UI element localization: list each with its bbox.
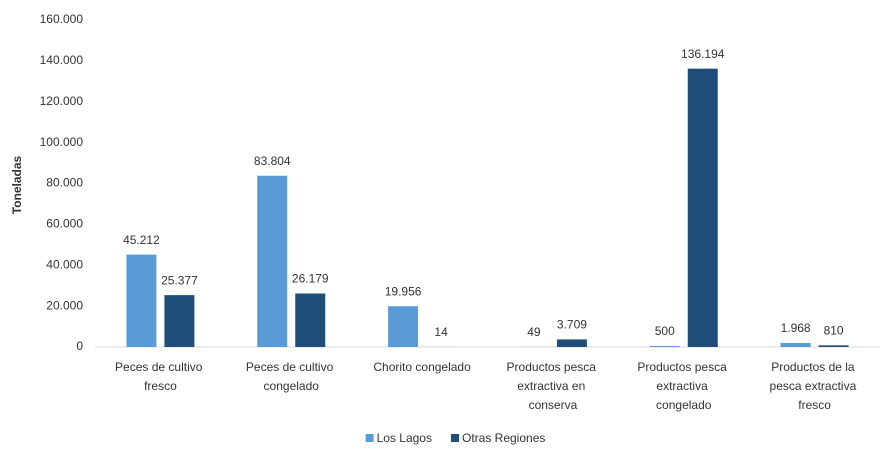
x-tick-label: Peces de cultivo fresco — [115, 360, 206, 393]
y-tick-label: 40.000 — [46, 257, 83, 271]
bar — [388, 306, 418, 347]
bar — [257, 176, 287, 347]
x-tick-label: Productos pesca extractiva en conserva — [507, 360, 600, 412]
y-tick-label: 140.000 — [40, 53, 84, 67]
data-label: 14 — [434, 325, 448, 339]
data-label: 45.212 — [123, 233, 160, 247]
data-label: 500 — [655, 324, 675, 338]
data-label: 83.804 — [254, 154, 291, 168]
y-tick-label: 60.000 — [46, 217, 83, 231]
x-tick-label: Peces de cultivo congelado — [246, 360, 337, 393]
data-label: 1.968 — [781, 321, 811, 335]
data-label: 25.377 — [161, 273, 198, 287]
bar — [164, 295, 194, 347]
data-label: 26.179 — [292, 272, 329, 286]
legend-swatch — [451, 434, 459, 442]
legend-label: Otras Regiones — [462, 431, 545, 445]
x-tick-label: Productos de la pesca extractiva fresco — [770, 360, 860, 412]
y-tick-label: 120.000 — [40, 94, 84, 108]
data-label: 136.194 — [681, 47, 725, 61]
data-label: 3.709 — [557, 318, 587, 332]
data-label: 810 — [824, 324, 844, 338]
bar — [688, 69, 718, 347]
bar — [295, 293, 325, 347]
x-tick-label: Chorito congelado — [373, 360, 471, 374]
y-tick-label: 160.000 — [40, 12, 84, 26]
bar — [781, 343, 811, 347]
y-tick-label: 20.000 — [46, 298, 83, 312]
y-axis-title: Toneladas — [10, 155, 24, 214]
legend-label: Los Lagos — [377, 431, 432, 445]
x-tick-label: Productos pesca extractiva congelado — [637, 360, 730, 412]
bar — [126, 255, 156, 347]
data-label: 19.956 — [385, 284, 422, 298]
bar — [557, 339, 587, 347]
bar — [650, 346, 680, 347]
legend-swatch — [366, 434, 374, 442]
bar — [819, 345, 849, 347]
data-label: 49 — [527, 325, 541, 339]
y-tick-label: 0 — [76, 339, 83, 353]
y-tick-label: 80.000 — [46, 176, 83, 190]
y-tick-label: 100.000 — [40, 135, 84, 149]
